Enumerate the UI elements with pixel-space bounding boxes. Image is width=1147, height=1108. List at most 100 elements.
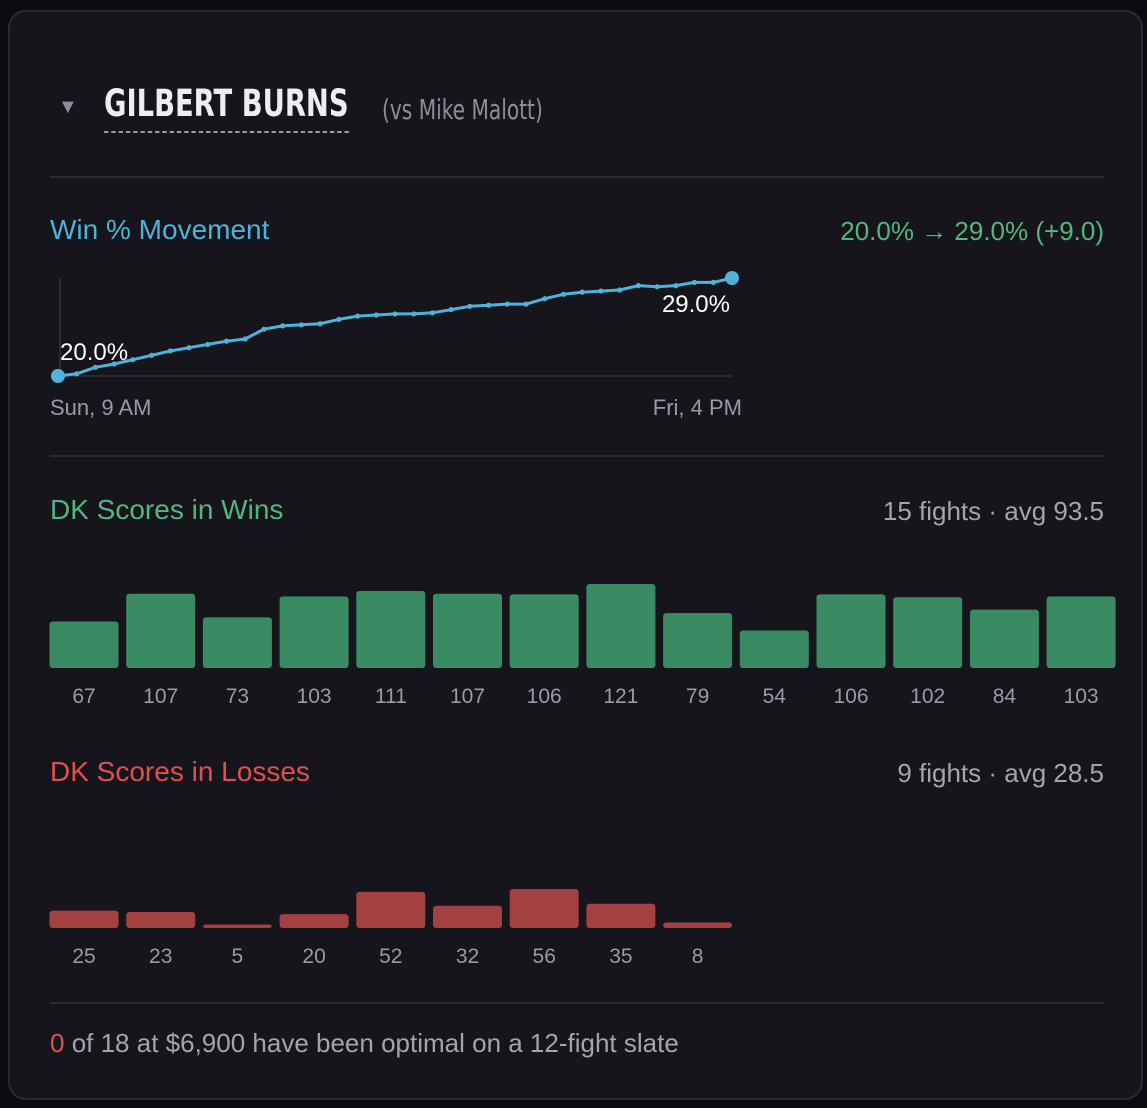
win-pct-point xyxy=(635,283,641,289)
losses-bar[interactable] xyxy=(356,891,426,928)
wins-bar[interactable] xyxy=(202,617,272,668)
wins-bar[interactable] xyxy=(1046,596,1116,668)
wins-bar[interactable] xyxy=(969,609,1039,668)
losses-bar[interactable] xyxy=(586,903,656,928)
fighter-name[interactable]: GILBERT BURNS xyxy=(104,82,349,133)
losses-bar[interactable] xyxy=(202,924,272,928)
win-movement-title: Win % Movement xyxy=(50,214,270,245)
wins-meta: 15 fights · avg 93.5 xyxy=(882,496,1104,526)
win-pct-point xyxy=(336,316,342,322)
losses-bar[interactable] xyxy=(49,910,119,928)
losses-bar[interactable] xyxy=(279,914,349,928)
wins-bar[interactable] xyxy=(356,590,426,668)
win-movement-summary: 20.0% → 29.0% (+9.0) xyxy=(840,216,1104,246)
win-pct-point xyxy=(504,301,510,307)
win-pct-point xyxy=(261,326,267,332)
x-start-label: Sun, 9 AM xyxy=(50,395,152,420)
wins-bar-label: 79 xyxy=(686,685,709,708)
losses-meta: 9 fights · avg 28.5 xyxy=(897,758,1104,788)
divider xyxy=(50,1002,1104,1004)
win-movement-chart: 20.0% 29.0% Sun, 9 AM Fri, 4 PM xyxy=(50,271,742,420)
losses-bar-label: 5 xyxy=(232,945,244,968)
win-pct-point xyxy=(486,302,492,308)
win-pct-point xyxy=(710,279,716,285)
win-pct-point xyxy=(298,322,304,328)
win-pct-point xyxy=(598,288,604,294)
win-pct-point xyxy=(354,313,361,319)
x-end-label: Fri, 4 PM xyxy=(653,395,742,420)
wins-bar[interactable] xyxy=(509,594,579,668)
win-pct-point xyxy=(280,323,286,329)
losses-bar-label: 56 xyxy=(533,945,556,968)
collapse-caret-icon[interactable]: ▼ xyxy=(58,96,78,118)
win-pct-point xyxy=(467,303,473,309)
win-pct-point xyxy=(51,369,65,383)
win-pct-point xyxy=(691,279,698,285)
losses-bar[interactable] xyxy=(433,905,502,928)
wins-bar[interactable] xyxy=(279,596,349,668)
win-pct-point xyxy=(392,311,398,317)
win-pct-point xyxy=(411,311,417,317)
losses-bar-label: 23 xyxy=(149,945,172,968)
wins-bar[interactable] xyxy=(586,584,656,668)
wins-bar-label: 67 xyxy=(72,685,95,708)
wins-bar-label: 106 xyxy=(833,685,868,708)
wins-bar-label: 54 xyxy=(763,685,787,708)
win-pct-point xyxy=(74,371,80,377)
wins-bar-label: 121 xyxy=(603,685,638,708)
wins-bar[interactable] xyxy=(816,594,886,668)
wins-bar[interactable] xyxy=(893,597,963,668)
win-pct-line xyxy=(57,276,733,378)
wins-title: DK Scores in Wins xyxy=(50,494,284,525)
losses-bar-label: 35 xyxy=(609,945,632,968)
wins-bar[interactable] xyxy=(663,613,733,668)
wins-bar-label: 106 xyxy=(527,685,562,708)
wins-bar[interactable] xyxy=(126,593,196,668)
win-pct-point xyxy=(186,345,192,351)
losses-bar[interactable] xyxy=(126,912,196,928)
win-pct-point xyxy=(242,336,248,342)
win-pct-point xyxy=(317,321,323,327)
win-pct-point xyxy=(223,338,230,344)
losses-bar[interactable] xyxy=(509,889,579,928)
optimal-count: 0 xyxy=(50,1028,65,1058)
wins-bar-chart: 67 107 73 103 111 107 106 121 79 54 106 102 84 103 xyxy=(49,584,1116,708)
win-pct-point xyxy=(448,306,454,313)
wins-bar[interactable] xyxy=(433,593,502,668)
win-pct-point xyxy=(523,301,529,307)
win-pct-point xyxy=(429,310,436,316)
losses-title: DK Scores in Losses xyxy=(50,756,310,787)
win-pct-point xyxy=(130,357,136,363)
wins-bar-label: 102 xyxy=(910,685,945,708)
wins-bar-label: 107 xyxy=(450,685,485,708)
wins-bar-label: 111 xyxy=(375,685,407,708)
divider xyxy=(50,176,1104,178)
win-pct-point xyxy=(205,341,211,348)
wins-bar-label: 73 xyxy=(226,685,249,708)
win-pct-point xyxy=(560,291,567,297)
footer-text: of 18 at $6,900 have been optimal on a 1… xyxy=(64,1028,679,1058)
wins-bar[interactable] xyxy=(49,621,119,668)
losses-bar[interactable] xyxy=(663,922,733,928)
losses-bar-label: 8 xyxy=(692,945,704,968)
wins-bar[interactable] xyxy=(739,630,809,668)
win-pct-point xyxy=(579,289,585,295)
win-pct-point xyxy=(673,283,679,289)
win-pct-point xyxy=(149,352,155,358)
win-pct-point xyxy=(111,361,117,367)
win-pct-point xyxy=(373,312,379,318)
losses-bar-label: 20 xyxy=(302,945,325,968)
wins-bar-label: 103 xyxy=(297,685,332,708)
win-pct-point xyxy=(542,296,548,302)
start-value-label: 20.0% xyxy=(60,339,128,366)
losses-bar-label: 52 xyxy=(379,945,402,968)
divider xyxy=(50,455,1104,457)
wins-bar-label: 103 xyxy=(1064,685,1099,708)
win-pct-point xyxy=(654,284,660,290)
wins-bar-label: 84 xyxy=(993,685,1017,708)
losses-bar-chart: 25 23 5 20 52 32 56 35 8 xyxy=(49,889,733,968)
losses-bar-label: 25 xyxy=(72,945,95,968)
opponent-text: (vs Mike Malott) xyxy=(382,93,543,126)
footer-note: 0 of 18 at $6,900 have been optimal on a… xyxy=(50,1028,679,1059)
win-pct-point xyxy=(617,287,623,293)
